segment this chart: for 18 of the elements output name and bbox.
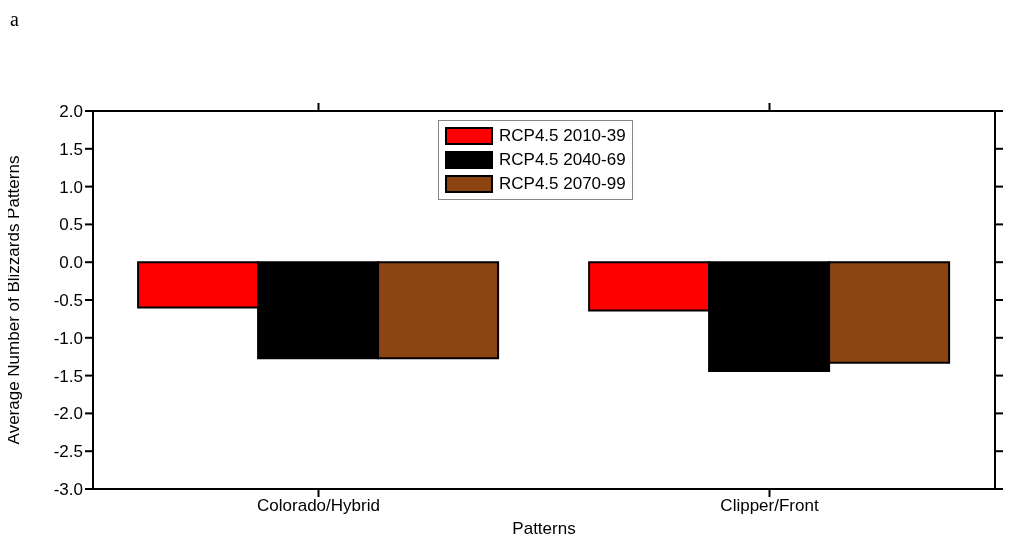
y-tick-label: -3.0 — [53, 480, 83, 500]
y-tick-label: 0.5 — [59, 215, 83, 235]
y-tick-label: -2.0 — [53, 404, 83, 424]
chart-title: a — [10, 8, 19, 31]
y-tick-label: -1.5 — [53, 366, 83, 386]
y-tick-label: 1.0 — [59, 177, 83, 197]
legend-label: RCP4.5 2040-69 — [499, 150, 626, 170]
y-tick-label: -0.5 — [53, 291, 83, 311]
y-tick-label: 0.0 — [59, 253, 83, 273]
y-tick-label: 1.5 — [59, 139, 83, 159]
x-tick-label: Colorado/Hybrid — [257, 496, 380, 516]
x-axis-title: Patterns — [512, 519, 576, 538]
legend-label: RCP4.5 2070-99 — [499, 174, 626, 194]
legend-label: RCP4.5 2010-39 — [499, 126, 626, 146]
y-tick-label: -2.5 — [53, 442, 83, 462]
x-tick-label: Clipper/Front — [720, 496, 819, 516]
y-tick-label: 2.0 — [59, 102, 83, 122]
y-tick-label: -1.0 — [53, 328, 83, 348]
